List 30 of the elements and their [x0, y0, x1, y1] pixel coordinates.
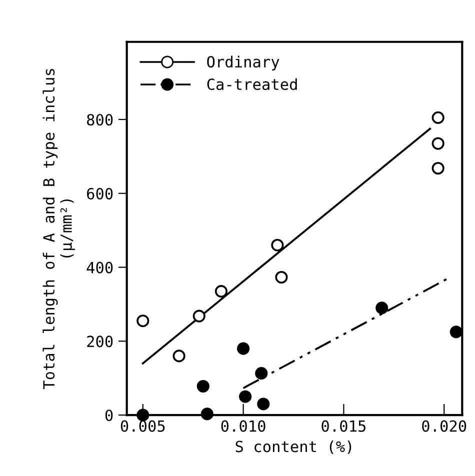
x-tick-label: 0.015	[322, 420, 366, 432]
y-tick-label: 400	[86, 262, 113, 274]
x-tick-label: 0.010	[221, 420, 266, 432]
y-tick-label: 600	[87, 188, 113, 200]
point	[196, 380, 210, 393]
point	[172, 350, 186, 362]
y-tick-label: 200	[87, 336, 113, 348]
legend-label: Ordinary	[207, 56, 280, 71]
point	[450, 326, 462, 338]
point	[192, 310, 206, 322]
y-axis-title: Total length of A and B type inclus (μ/mm²)	[42, 69, 75, 390]
point	[432, 111, 444, 124]
x-tick-label: 0.020	[422, 420, 466, 432]
point	[255, 367, 268, 380]
point	[200, 408, 214, 420]
point	[257, 398, 270, 410]
point	[237, 342, 250, 355]
x-axis-title: S content (%)	[236, 440, 352, 454]
point	[432, 162, 444, 175]
point	[239, 390, 252, 403]
point	[376, 302, 388, 314]
y-tick-label: 0	[105, 410, 113, 422]
point	[275, 270, 288, 284]
legend-label: Ca-treated	[207, 78, 297, 90]
point	[271, 238, 284, 252]
point	[432, 137, 444, 150]
y-tick-label: 800	[87, 114, 113, 126]
x-tick-label: 0.005	[120, 420, 165, 432]
point	[136, 314, 150, 328]
point	[214, 285, 228, 298]
